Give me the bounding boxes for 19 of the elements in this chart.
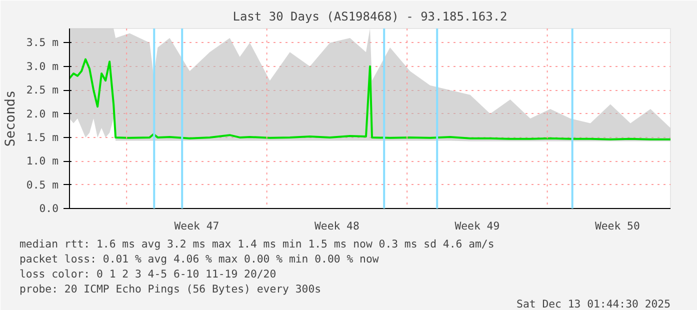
x-tick-label: Week 50 — [594, 220, 640, 232]
y-tick-label: 3.0 m — [26, 60, 58, 73]
y-tick-label: 1.5 m — [26, 130, 58, 144]
chart-title: Last 30 Days (AS198468) - 93.185.163.2 — [232, 10, 508, 24]
y-tick-label: 2.0 m — [26, 107, 58, 120]
text: median rtt: 1.6 ms avg 3.2 ms max 1.4 ms min 1.5 ms now 0.3 ms sd 4.6 am/s — [20, 238, 494, 250]
y-tick-label: 2.5 m — [26, 84, 58, 97]
y-tick-label: 0.0 — [39, 202, 59, 215]
y-tick-label: 1.0 m — [26, 154, 58, 168]
y-tick-label: 3.5 m — [26, 36, 58, 50]
x-tick-label: Week 49 — [454, 220, 500, 232]
text: loss color: 0 1 2 3 4-5 6-10 11-19 20/20 — [20, 268, 276, 280]
x-tick-label: Week 47 — [174, 220, 220, 232]
text: Sat Dec 13 01:44:30 2025 — [516, 298, 671, 310]
y-axis-title: Seconds — [3, 90, 18, 147]
text: probe: 20 ICMP Echo Pings (56 Bytes) every 300s — [20, 282, 322, 296]
text: packet loss: 0.01 % avg 4.06 % max 0.00 % min 0.00 % now — [20, 252, 380, 266]
x-tick-label: Week 48 — [314, 220, 360, 232]
y-tick-label: 0.5 m — [26, 178, 58, 192]
